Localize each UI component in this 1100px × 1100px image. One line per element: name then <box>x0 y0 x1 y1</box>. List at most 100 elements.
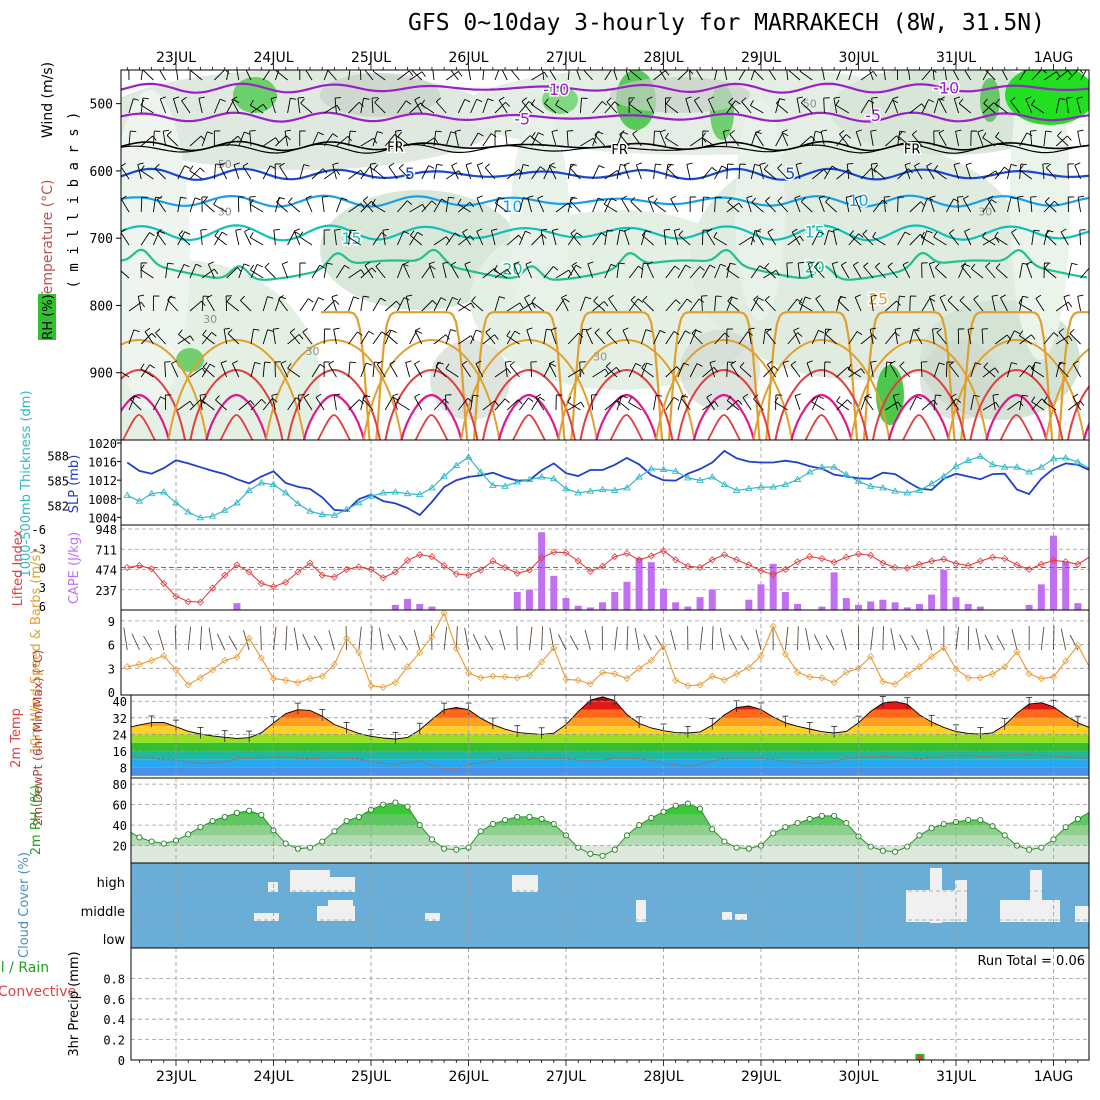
wind-barb <box>665 331 675 345</box>
wind-barb-flag <box>498 196 505 200</box>
wind-barb-flag <box>264 361 271 364</box>
wind-barb <box>543 363 552 378</box>
wind-barb-flag <box>920 231 925 238</box>
wind-barb <box>433 334 447 345</box>
li-marker <box>928 557 936 565</box>
bottom-date-label: 1AUG <box>1034 1069 1074 1085</box>
wind-barb-flag <box>933 231 938 238</box>
wind-barb <box>933 362 940 378</box>
wind-barb-flag <box>598 197 604 201</box>
temp-band <box>131 701 1089 710</box>
wind-barb-flag <box>899 295 906 298</box>
wind-barb-flag <box>620 163 627 167</box>
wind-barb-flag <box>244 64 249 67</box>
surface-wind-barb <box>805 628 811 651</box>
wind-barb-flag <box>465 162 472 166</box>
wind-barb-flag <box>818 395 824 400</box>
wind-barb-flag <box>783 360 790 364</box>
wind-barb <box>172 98 179 114</box>
wind-barb-flag <box>883 64 889 65</box>
wind-barb <box>592 368 606 378</box>
wind-marker <box>842 668 850 676</box>
wind-barb <box>567 70 570 81</box>
wind-barb-flag <box>870 327 877 330</box>
wind-barb <box>485 331 496 345</box>
wind-barb-flag <box>991 199 997 204</box>
wind-barb-flag <box>775 270 780 276</box>
wind-barb-flag <box>818 329 825 334</box>
li-marker <box>879 559 887 567</box>
top-date-label: 1AUG <box>1034 50 1074 66</box>
wind-barb-flag <box>684 330 691 335</box>
rh-contour-label: 30 <box>306 345 320 358</box>
wind-barb-flag <box>932 399 938 405</box>
temp-label: 2m Temp <box>9 708 24 768</box>
wind-barb-flag <box>765 328 772 331</box>
wind-barb <box>592 131 598 147</box>
wind-barb-flag <box>1079 400 1085 406</box>
surface-wind-barb <box>399 635 408 651</box>
surface-wind-barb <box>313 635 323 651</box>
wind-barb-flag <box>236 64 242 65</box>
wind-barb-flag <box>1058 328 1064 333</box>
wind-barb-flag <box>774 396 779 403</box>
wind-barb <box>689 363 698 378</box>
thickness-marker <box>160 488 168 495</box>
wind-barb-flag <box>606 97 612 103</box>
wind-barb <box>653 70 666 81</box>
wind-barb-flag <box>226 296 232 303</box>
wind-barb-flag <box>368 330 375 335</box>
wind-barb-flag <box>994 367 999 373</box>
wind-barb <box>1018 303 1033 312</box>
wind-barb-flag <box>392 393 399 397</box>
rh-marker <box>197 824 204 831</box>
wind-barb <box>764 267 776 279</box>
wind-barb <box>298 395 301 411</box>
wind-barb-flag <box>253 328 260 331</box>
wind-barb-flag <box>585 296 592 300</box>
rh-dry-patch <box>430 340 510 420</box>
wind-barb <box>673 230 679 246</box>
wind-tick-label: 6 <box>108 639 115 653</box>
wind-barb <box>405 362 411 378</box>
wind-barb <box>435 101 447 114</box>
wind-barb <box>457 302 471 312</box>
wind-barb <box>590 395 594 411</box>
li-marker <box>806 553 814 561</box>
wind-barb-flag <box>273 229 280 231</box>
wind-barb-flag <box>1011 228 1017 233</box>
wind-barb-flag <box>618 262 625 265</box>
wind-marker <box>1062 657 1070 665</box>
wind-barb <box>153 396 161 411</box>
wind-barb-flag <box>815 130 822 134</box>
rh-tick-label: 20 <box>113 840 127 854</box>
wind-barb-flag <box>528 397 534 402</box>
wind-barb <box>701 295 703 312</box>
wind-barb <box>753 299 764 312</box>
wind-barb <box>811 169 825 180</box>
wind-barb <box>227 333 240 345</box>
wind-barb <box>767 364 776 378</box>
wind-barb <box>765 200 776 213</box>
wind-barb <box>323 300 336 312</box>
cape-bar <box>830 572 838 610</box>
wind-barb-flag <box>1044 263 1049 269</box>
surface-wind-barb <box>840 629 847 651</box>
wind-barb <box>189 167 201 180</box>
wind-barb-flag <box>653 197 658 204</box>
rh-marker <box>526 813 533 820</box>
cape-bar <box>915 604 923 610</box>
wind-barb <box>604 230 608 246</box>
isotherm-label: 25 <box>868 290 888 309</box>
wind-barb <box>435 365 447 378</box>
wind-barb-flag <box>452 296 459 301</box>
cape-bar <box>1037 584 1045 610</box>
wind-barb <box>1055 98 1060 114</box>
wind-barb <box>288 201 301 213</box>
li-marker <box>903 564 911 572</box>
wind-barbs <box>121 64 1089 411</box>
wind-marker <box>440 609 448 617</box>
wind-barb-flag <box>380 297 386 302</box>
wind-barb-flag <box>531 302 536 309</box>
surface-wind-barb <box>302 633 311 651</box>
